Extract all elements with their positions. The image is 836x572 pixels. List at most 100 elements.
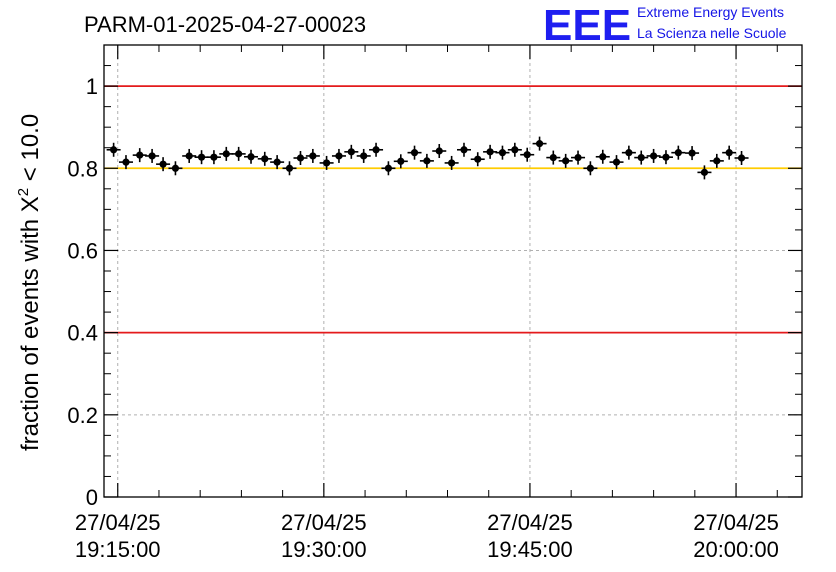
data-point <box>609 155 624 170</box>
data-point <box>305 148 320 163</box>
data-point <box>356 148 371 163</box>
chart-title: PARM-01-2025-04-27-00023 <box>84 12 366 37</box>
data-point <box>244 149 259 164</box>
y-axis-label-prefix: fraction of events with X <box>17 196 44 451</box>
logo-line-1: Extreme Energy Events <box>637 4 784 20</box>
data-point-marker <box>136 151 144 159</box>
data-point <box>393 154 408 169</box>
data-point <box>507 142 522 157</box>
data-points <box>106 136 749 180</box>
x-tick-time-label: 19:30:00 <box>281 537 367 562</box>
data-point-marker <box>410 149 419 157</box>
plot-frame <box>103 44 803 498</box>
x-tick-time-label: 19:45:00 <box>487 537 573 562</box>
data-point-marker <box>273 158 281 166</box>
data-point-marker <box>372 146 380 154</box>
x-tick-date-label: 27/04/25 <box>281 510 367 535</box>
data-point-marker <box>448 159 456 167</box>
data-point-marker <box>586 164 595 172</box>
y-tick-label: 0.2 <box>67 403 98 428</box>
data-point-marker <box>322 159 331 167</box>
data-point-marker <box>612 158 621 166</box>
data-point <box>282 161 297 176</box>
data-point <box>369 142 384 157</box>
data-point <box>206 150 221 165</box>
data-point <box>621 145 636 160</box>
data-point-marker <box>725 149 733 157</box>
y-tick-label: 0.8 <box>67 156 98 181</box>
data-point <box>231 146 246 161</box>
x-tick-date-label: 27/04/25 <box>487 510 573 535</box>
data-point-marker <box>498 149 507 157</box>
data-point-marker <box>335 152 343 160</box>
data-point-marker <box>700 168 709 176</box>
data-point <box>685 146 700 161</box>
data-point <box>219 146 234 161</box>
data-point-marker <box>688 149 696 157</box>
data-point <box>344 144 359 159</box>
data-point <box>182 148 197 163</box>
data-point-marker <box>171 164 180 172</box>
reference-lines <box>104 85 802 334</box>
data-point-marker <box>110 146 118 154</box>
data-point <box>293 151 308 165</box>
data-point <box>145 148 160 163</box>
y-axis-label-sup: 2 <box>15 188 32 196</box>
data-point <box>156 157 171 172</box>
axes: 00.20.40.60.8127/04/2519:15:0027/04/2519… <box>67 45 802 562</box>
grid <box>104 45 802 497</box>
data-point <box>444 155 459 170</box>
data-point <box>722 145 737 160</box>
data-point-marker <box>511 146 519 154</box>
data-point-marker <box>474 155 482 163</box>
data-point-marker <box>247 153 255 161</box>
data-point <box>168 161 183 176</box>
data-point-marker <box>599 153 607 161</box>
data-point <box>257 151 272 166</box>
data-point <box>658 150 673 165</box>
data-point <box>495 145 510 160</box>
data-point <box>709 153 724 168</box>
data-point-marker <box>523 151 531 159</box>
data-point <box>583 161 598 176</box>
data-point <box>571 150 586 165</box>
data-point <box>546 150 561 165</box>
data-point-marker <box>637 153 645 162</box>
x-tick-date-label: 27/04/25 <box>693 510 779 535</box>
data-point <box>520 147 535 162</box>
x-tick-time-label: 20:00:00 <box>693 537 779 562</box>
data-point <box>532 136 547 151</box>
data-point-marker <box>435 147 443 155</box>
data-point-marker <box>662 153 670 161</box>
y-tick-label: 0 <box>86 485 98 510</box>
data-point-marker <box>148 152 156 160</box>
data-point-marker <box>197 153 206 161</box>
data-point <box>470 152 485 167</box>
data-point-marker <box>309 152 317 160</box>
data-point <box>432 144 447 159</box>
data-point-marker <box>650 152 658 160</box>
data-point <box>456 142 471 157</box>
data-point-marker <box>235 150 243 158</box>
data-point-marker <box>285 164 294 172</box>
data-point <box>118 155 133 170</box>
data-point <box>634 150 649 165</box>
data-point-marker <box>674 149 682 157</box>
data-point <box>671 145 686 160</box>
data-point-marker <box>159 160 167 168</box>
data-point <box>595 149 610 164</box>
eee-logo: EEE Extreme Energy Events La Scienza nel… <box>543 1 787 50</box>
data-point-marker <box>574 153 582 162</box>
data-point-marker <box>222 150 230 158</box>
data-point-marker <box>625 149 633 157</box>
data-point-marker <box>549 153 557 162</box>
data-point <box>270 155 285 170</box>
data-point-marker <box>384 164 393 172</box>
y-tick-label: 1 <box>86 74 98 99</box>
y-tick-label: 0.4 <box>67 321 98 346</box>
data-point-marker <box>423 157 431 165</box>
x-tick-date-label: 27/04/25 <box>75 510 161 535</box>
data-point <box>381 161 396 176</box>
data-point-marker <box>210 153 218 161</box>
